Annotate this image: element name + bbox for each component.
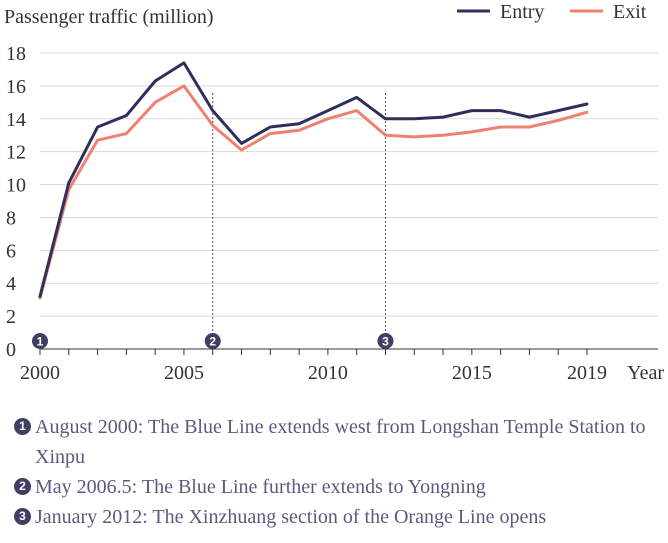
y-axis-title: Passenger traffic (million) [4,6,214,28]
series-lines [38,61,589,300]
legend-label-entry: Entry [500,1,544,23]
note-text: August 2000: The Blue Line extends west … [35,416,646,468]
annotation-marker-number: 1 [37,335,44,349]
y-axis-ticks: 0 2 4 6 8 10 12 14 16 18 [6,43,26,361]
y-tick-label: 10 [6,175,26,197]
series-line-entry [38,61,589,298]
note-2: 2 May 2006.5: The Blue Line further exte… [14,472,664,502]
y-tick-label: 12 [6,142,26,164]
annotation-marker [204,333,221,349]
x-tick-label: 2005 [164,362,204,384]
y-tick-label: 2 [6,306,16,328]
annotation-marker-number: 3 [382,335,389,349]
legend-label-exit: Exit [613,1,647,23]
y-tick-label: 4 [6,273,16,295]
y-tick-label: 16 [6,76,26,98]
y-tick-label: 14 [6,109,26,131]
note-text: January 2012: The Xinzhuang section of t… [35,506,547,528]
note-number-badge: 3 [14,508,31,525]
x-axis-minor-ticks [39,349,588,355]
y-tick-label: 8 [6,207,16,229]
annotation-notes: 1 August 2000: The Blue Line extends wes… [14,412,664,532]
annotation-markers: 1 2 3 [32,333,394,349]
y-tick-label: 18 [6,43,26,65]
note-text: May 2006.5: The Blue Line further extend… [35,476,486,498]
annotation-marker [377,333,394,349]
x-tick-label: 2015 [452,362,492,384]
x-axis-ticks: 2000 2005 2010 2015 2019 [20,362,607,384]
passenger-traffic-chart: Passenger traffic (million) Entry Exit 0… [4,1,664,384]
annotation-marker [32,333,48,349]
x-axis-title: Year [627,362,664,384]
x-tick-label: 2000 [20,362,60,384]
note-number-badge: 1 [14,418,31,435]
gridlines [40,52,658,317]
legend: Entry Exit [457,1,647,23]
y-tick-label: 0 [6,339,16,361]
note-3: 3 January 2012: The Xinzhuang section of… [14,502,664,532]
annotation-marker-number: 2 [209,335,216,349]
note-number-badge: 2 [14,478,31,495]
note-1: 1 August 2000: The Blue Line extends wes… [14,412,664,472]
series-line-exit [38,84,589,300]
x-tick-label: 2010 [308,362,348,384]
x-tick-label: 2019 [567,362,607,384]
y-tick-label: 6 [6,240,16,262]
